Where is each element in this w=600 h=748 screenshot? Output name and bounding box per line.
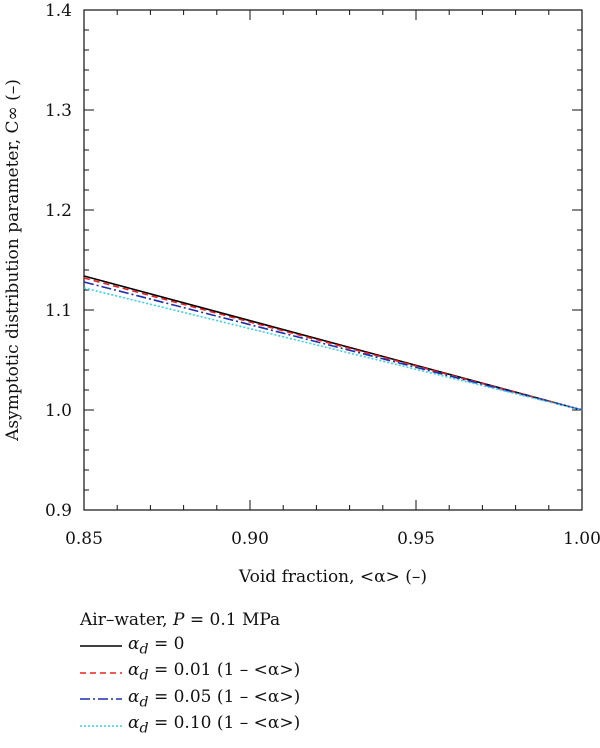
legend-label-3: αd = 0.05 (1 – <α>) [128, 684, 300, 715]
y-tick-label: 1.2 [45, 201, 72, 221]
legend-title-suffix: = 0.1 MPa [184, 610, 281, 630]
legend: Air–water, P = 0.1 MPa αd = 0 αd = 0.01 (… [80, 607, 300, 739]
legend-items: αd = 0 αd = 0.01 (1 – <α>) αd = 0.05 (1 – … [80, 633, 300, 739]
y-tick-label: 1.1 [45, 301, 72, 321]
legend-label-2: αd = 0.01 (1 – <α>) [128, 657, 300, 688]
series-line-1 [83, 275, 583, 411]
legend-swatch-2 [80, 671, 122, 674]
legend-label-4: αd = 0.10 (1 – <α>) [128, 710, 300, 741]
y-tick-label: 0.9 [45, 501, 72, 521]
legend-swatch-1 [80, 645, 122, 648]
legend-item-1: αd = 0 [80, 633, 300, 660]
legend-value: = 0 [148, 633, 185, 654]
x-tick-label: 0.95 [397, 529, 435, 549]
legend-item-2: αd = 0.01 (1 – <α>) [80, 660, 300, 687]
series-line-3 [83, 281, 583, 411]
legend-value: = 0.01 (1 – <α>) [148, 660, 301, 681]
legend-value: = 0.05 (1 – <α>) [148, 686, 301, 707]
y-axis-title: Asymptotic distribution parameter, C∞ (–… [3, 79, 23, 442]
x-tick-label: 0.90 [231, 529, 269, 549]
legend-symbol: α [128, 686, 140, 707]
legend-item-3: αd = 0.05 (1 – <α>) [80, 686, 300, 713]
x-axis-title: Void fraction, <α> (–) [238, 567, 427, 587]
legend-label-1: αd = 0 [128, 631, 184, 662]
legend-value: = 0.10 (1 – <α>) [148, 713, 301, 734]
legend-title: Air–water, P = 0.1 MPa [80, 607, 300, 633]
x-tick-label: 1.00 [563, 529, 600, 549]
chart: 0.85 0.90 0.95 1.00 0.9 1.0 1.1 1.2 1.3 1.4 Void … [3, 1, 600, 587]
series-line-2 [83, 277, 583, 411]
legend-subscript: d [139, 720, 149, 737]
y-tick-label: 1.3 [45, 101, 72, 121]
legend-swatch-3 [80, 698, 122, 701]
legend-title-prefix: Air–water, [80, 610, 173, 630]
x-tick-label: 0.85 [65, 529, 103, 549]
legend-symbol: α [128, 713, 140, 734]
series-line-4 [83, 287, 583, 411]
legend-symbol: α [128, 660, 140, 681]
y-tick-label: 1.0 [45, 401, 72, 421]
legend-item-4: αd = 0.10 (1 – <α>) [80, 713, 300, 740]
axis-ticks: 0.85 0.90 0.95 1.00 0.9 1.0 1.1 1.2 1.3 1.4 [45, 1, 600, 549]
legend-subscript: d [139, 640, 149, 657]
legend-title-var: P [173, 610, 185, 630]
y-tick-label: 1.4 [45, 1, 72, 21]
legend-subscript: d [139, 667, 149, 684]
legend-swatch-4 [80, 724, 122, 727]
legend-symbol: α [128, 633, 140, 654]
plot-frame [83, 9, 583, 511]
legend-subscript: d [139, 693, 149, 710]
series-lines [83, 275, 583, 411]
